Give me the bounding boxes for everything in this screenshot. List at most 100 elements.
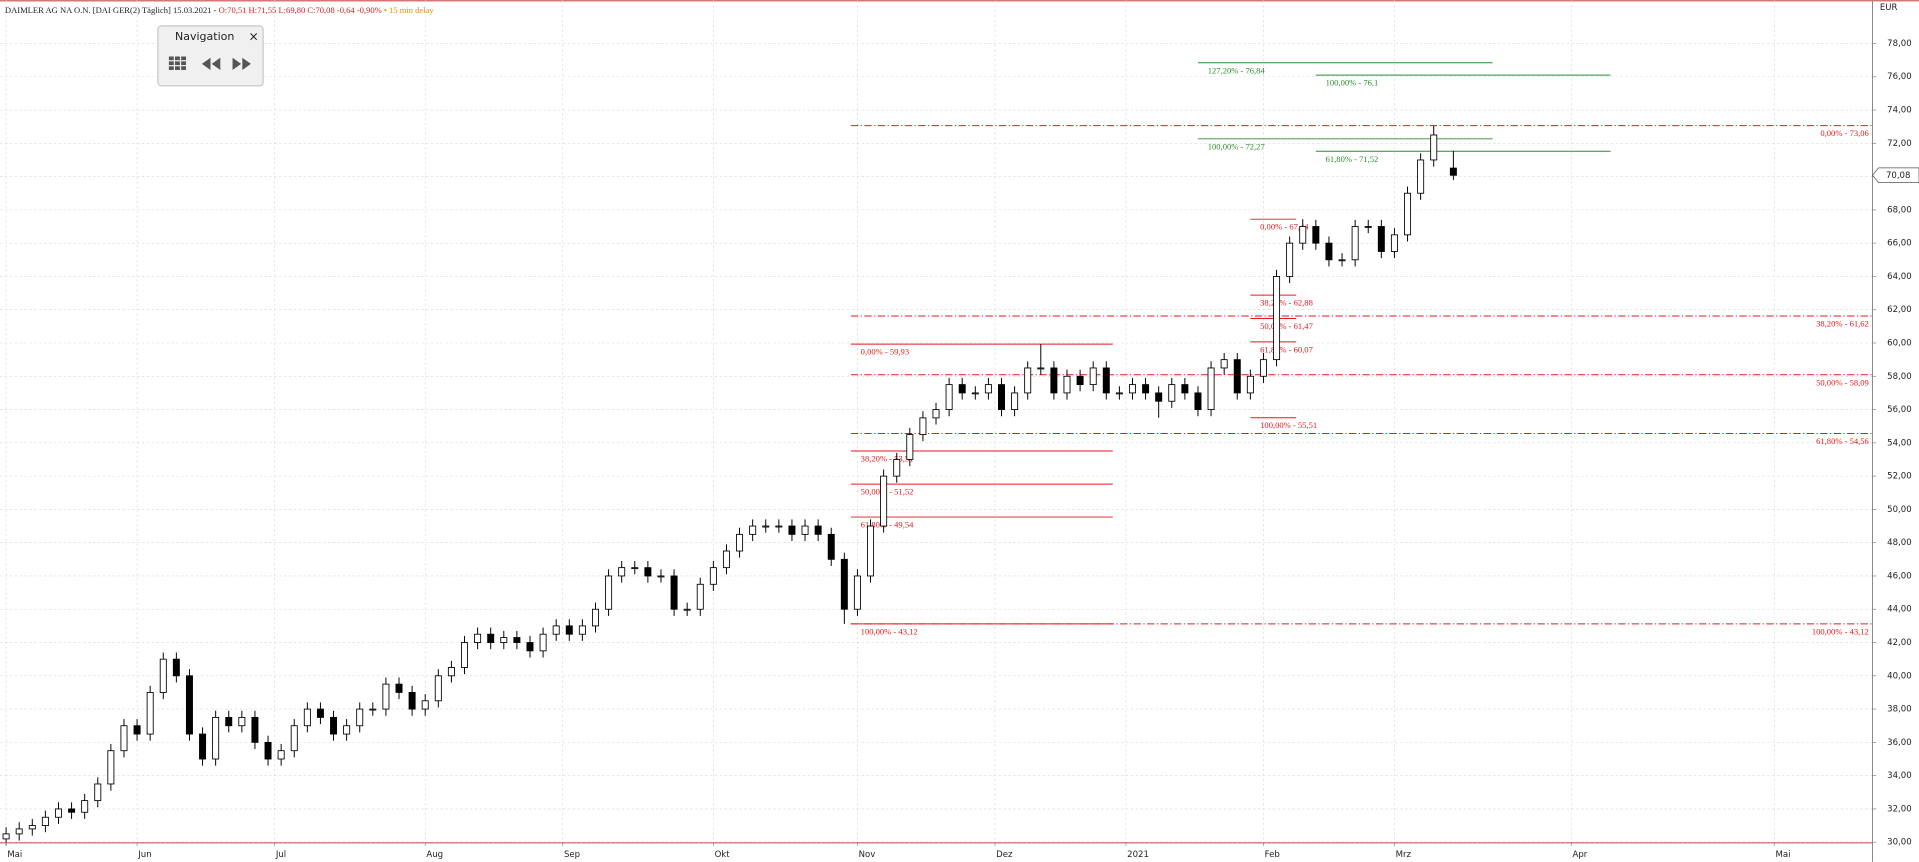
candle-body	[212, 716, 220, 760]
candle-body	[172, 658, 180, 677]
fib-label: 0,00% - 59,93	[861, 347, 909, 357]
navigation-grid-button[interactable]	[168, 56, 187, 70]
candle-body	[1102, 367, 1110, 394]
candle-body	[133, 725, 141, 735]
candle-body	[644, 567, 652, 577]
x-tick-label: Feb	[1265, 850, 1280, 860]
candle-body	[238, 716, 246, 727]
y-tick-label: 62,00	[1887, 305, 1911, 315]
candle-body	[434, 675, 442, 702]
candle-body	[1220, 359, 1228, 369]
candle-body	[474, 633, 482, 643]
x-tick-label: Okt	[715, 850, 731, 860]
candle-body	[552, 625, 560, 635]
navigation-back-button[interactable]	[201, 57, 221, 70]
candle-body	[159, 658, 167, 693]
y-tick-label: 46,00	[1887, 571, 1911, 581]
x-tick-label: Aug	[426, 850, 443, 860]
fib-label: 0,00% - 73,06	[1820, 128, 1869, 138]
candle-body	[631, 567, 639, 570]
y-tick-label: 52,00	[1887, 472, 1911, 482]
candle-body	[1364, 226, 1372, 228]
candle-body	[264, 741, 272, 760]
y-tick-label: 58,00	[1887, 372, 1911, 382]
candle-body	[736, 533, 744, 552]
y-tick-label: 74,00	[1887, 106, 1911, 116]
candle-body	[290, 725, 298, 752]
x-tick-label: Dez	[996, 850, 1013, 860]
y-tick-label: 48,00	[1887, 538, 1911, 548]
header-ohlc: O:70,51 H:71,55 L:69,80 C:70,08 -0,64 -0…	[219, 5, 382, 15]
candle-body	[199, 733, 207, 760]
candle-body	[1194, 392, 1202, 410]
candle-body	[840, 558, 848, 610]
candle-body	[1050, 367, 1058, 394]
candle-body	[657, 575, 665, 578]
candle-body	[814, 525, 822, 535]
candle-body	[421, 700, 429, 710]
y-unit: EUR	[1880, 3, 1898, 13]
candle-body	[1142, 384, 1150, 394]
candle-body	[54, 808, 62, 818]
candle-body	[277, 750, 285, 760]
last-price-label: 70,08	[1886, 171, 1910, 181]
candle-body	[1286, 242, 1294, 277]
x-tick-label: Jul	[275, 850, 286, 860]
last-price-marker	[1872, 167, 1919, 183]
y-tick-label: 68,00	[1887, 205, 1911, 215]
fib-label: 61,80% - 71,52	[1326, 154, 1379, 164]
candle-body	[1351, 226, 1359, 261]
candle-body	[185, 675, 193, 735]
fib-label: 50,00% - 58,09	[1816, 377, 1869, 387]
candle-body	[369, 708, 377, 711]
x-tick-label: Jun	[137, 850, 151, 860]
candle-body	[330, 716, 338, 735]
candle-body	[853, 575, 861, 610]
candle-body	[356, 708, 364, 727]
candle-body	[1037, 367, 1045, 370]
candle-body	[801, 525, 809, 535]
candle-body	[1430, 134, 1438, 161]
candles	[2, 125, 1457, 846]
candle-body	[762, 525, 770, 528]
navigation-forward-button[interactable]	[232, 57, 251, 70]
y-tick-label: 54,00	[1887, 438, 1911, 448]
candle-body	[1404, 192, 1412, 236]
navigation-box	[157, 25, 264, 87]
candle-body	[68, 808, 76, 813]
navigation-close[interactable]: ×	[248, 29, 258, 43]
candle-body	[1299, 226, 1307, 244]
fib-label: 61,80% - 49,54	[861, 520, 914, 530]
y-tick-label: 66,00	[1887, 239, 1911, 249]
y-tick-label: 40,00	[1887, 671, 1911, 681]
candle-body	[867, 525, 875, 577]
fibonacci-layer: 0,00% - 73,06 38,20% - 61,62 50,00% - 58,0…	[850, 62, 1873, 636]
candle-body	[28, 825, 36, 830]
candle-body	[605, 575, 613, 610]
candle-body	[526, 642, 534, 652]
candle-body	[1325, 242, 1333, 261]
fib-label: 100,00% - 76,1	[1326, 78, 1379, 88]
fib-label: 38,20% - 61,62	[1816, 319, 1869, 329]
y-tick-label: 78,00	[1887, 39, 1911, 49]
candle-body	[696, 583, 704, 610]
fib-label: 50,00% - 61,47	[1260, 321, 1313, 331]
candle-body	[683, 608, 691, 611]
candle-body	[722, 550, 730, 569]
candle-body	[906, 434, 914, 460]
x-tick-label: Nov	[859, 850, 876, 860]
candle-body	[1024, 367, 1032, 394]
y-tick-label: 76,00	[1887, 72, 1911, 82]
y-tick-label: 34,00	[1887, 771, 1911, 781]
candle-body	[591, 608, 599, 627]
candle-body	[1207, 367, 1215, 410]
candle-body	[316, 708, 324, 718]
candle-body	[2, 833, 10, 840]
candle-body	[395, 683, 403, 693]
fib-label: 100,00% - 72,27	[1208, 141, 1266, 151]
y-tick-label: 32,00	[1887, 804, 1911, 814]
candle-body	[775, 525, 783, 528]
candle-body	[382, 683, 390, 710]
